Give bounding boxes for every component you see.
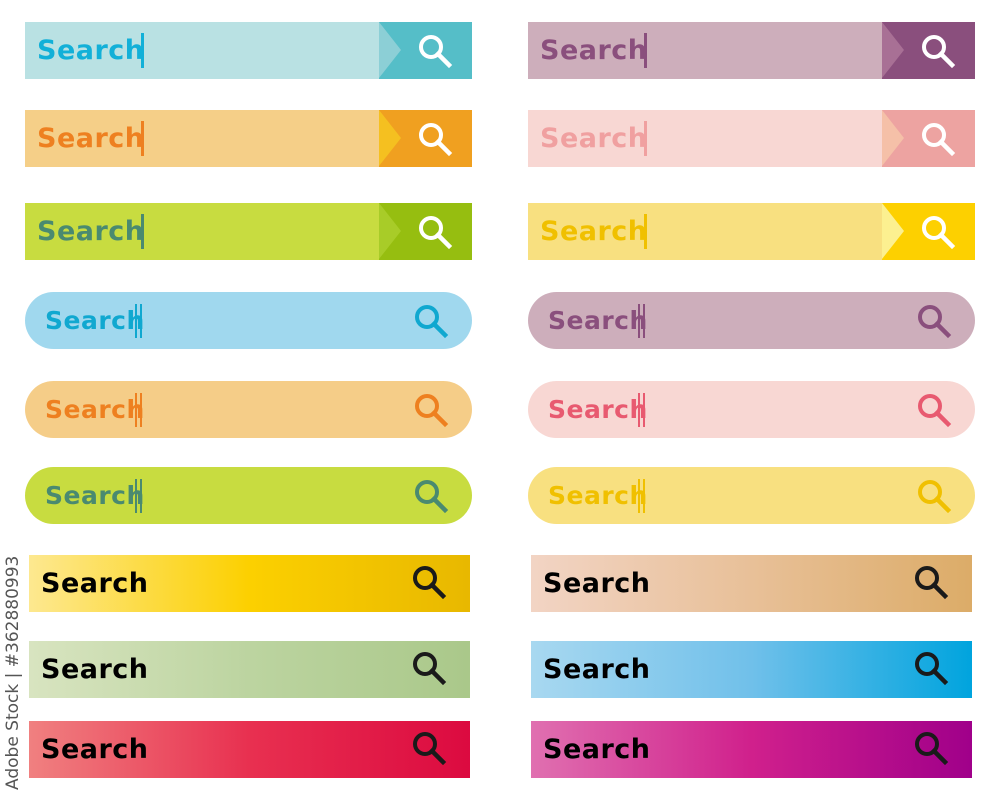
search-bar[interactable]: Search	[29, 721, 470, 778]
search-input-placeholder[interactable]: Search	[41, 734, 149, 765]
search-input-placeholder[interactable]: Search	[37, 216, 145, 247]
text-cursor	[644, 214, 647, 249]
chevron-arrow-icon	[379, 110, 401, 166]
search-input-placeholder[interactable]: Search	[548, 395, 648, 424]
search-button[interactable]	[882, 203, 975, 260]
chevron-arrow-icon	[379, 203, 401, 259]
search-icon	[416, 120, 454, 162]
search-icon[interactable]	[412, 391, 450, 433]
search-icon[interactable]	[915, 477, 953, 519]
chevron-arrow-icon	[882, 110, 904, 166]
search-bar[interactable]: Search	[528, 110, 975, 167]
search-input-placeholder[interactable]: Search	[543, 654, 651, 685]
search-bar[interactable]: Search	[528, 203, 975, 260]
search-icon[interactable]	[412, 302, 450, 344]
watermark: Adobe Stock | #362880993	[3, 555, 23, 790]
search-icon[interactable]	[915, 302, 953, 344]
search-button[interactable]	[882, 22, 975, 79]
search-icon[interactable]	[410, 563, 448, 605]
search-bar[interactable]: Search	[25, 110, 472, 167]
search-icon	[919, 213, 957, 255]
search-icon[interactable]	[915, 391, 953, 433]
search-bar[interactable]: Search	[25, 292, 472, 349]
text-cursor	[135, 393, 142, 427]
text-cursor	[644, 33, 647, 68]
search-button[interactable]	[379, 203, 472, 260]
text-cursor	[638, 479, 645, 513]
text-cursor	[141, 214, 144, 249]
search-icon	[416, 213, 454, 255]
search-icon	[919, 32, 957, 74]
search-button[interactable]	[882, 110, 975, 167]
search-input-placeholder[interactable]: Search	[45, 395, 145, 424]
search-icon[interactable]	[410, 729, 448, 771]
chevron-arrow-icon	[882, 203, 904, 259]
chevron-arrow-icon	[379, 22, 401, 78]
text-cursor	[638, 304, 645, 338]
search-button[interactable]	[379, 22, 472, 79]
search-input-placeholder[interactable]: Search	[543, 734, 651, 765]
search-button[interactable]	[379, 110, 472, 167]
search-input-placeholder[interactable]: Search	[41, 568, 149, 599]
search-bar[interactable]: Search	[29, 555, 470, 612]
text-cursor	[135, 304, 142, 338]
text-cursor	[644, 121, 647, 156]
search-icon[interactable]	[412, 477, 450, 519]
search-bar[interactable]: Search	[25, 467, 472, 524]
search-input-placeholder[interactable]: Search	[548, 306, 648, 335]
text-cursor	[638, 393, 645, 427]
search-input-placeholder[interactable]: Search	[41, 654, 149, 685]
search-bar[interactable]: Search	[25, 381, 472, 438]
search-bar[interactable]: Search	[531, 641, 972, 698]
search-bar[interactable]: Search	[29, 641, 470, 698]
search-bar[interactable]: Search	[25, 203, 472, 260]
text-cursor	[141, 121, 144, 156]
search-icon	[919, 120, 957, 162]
search-input-placeholder[interactable]: Search	[548, 481, 648, 510]
chevron-arrow-icon	[882, 22, 904, 78]
search-icon[interactable]	[912, 649, 950, 691]
search-input-placeholder[interactable]: Search	[540, 216, 648, 247]
search-icon	[416, 32, 454, 74]
text-cursor	[141, 33, 144, 68]
search-bar[interactable]: Search	[528, 292, 975, 349]
search-input-placeholder[interactable]: Search	[45, 306, 145, 335]
search-input-placeholder[interactable]: Search	[37, 123, 145, 154]
search-bar[interactable]: Search	[531, 721, 972, 778]
search-bar[interactable]: Search	[528, 467, 975, 524]
search-bar[interactable]: Search	[528, 22, 975, 79]
search-bar[interactable]: Search	[531, 555, 972, 612]
text-cursor	[135, 479, 142, 513]
search-icon[interactable]	[410, 649, 448, 691]
search-bar[interactable]: Search	[528, 381, 975, 438]
search-input-placeholder[interactable]: Search	[45, 481, 145, 510]
search-input-placeholder[interactable]: Search	[540, 123, 648, 154]
search-input-placeholder[interactable]: Search	[543, 568, 651, 599]
search-bar[interactable]: Search	[25, 22, 472, 79]
search-input-placeholder[interactable]: Search	[37, 35, 145, 66]
search-icon[interactable]	[912, 729, 950, 771]
search-input-placeholder[interactable]: Search	[540, 35, 648, 66]
search-icon[interactable]	[912, 563, 950, 605]
